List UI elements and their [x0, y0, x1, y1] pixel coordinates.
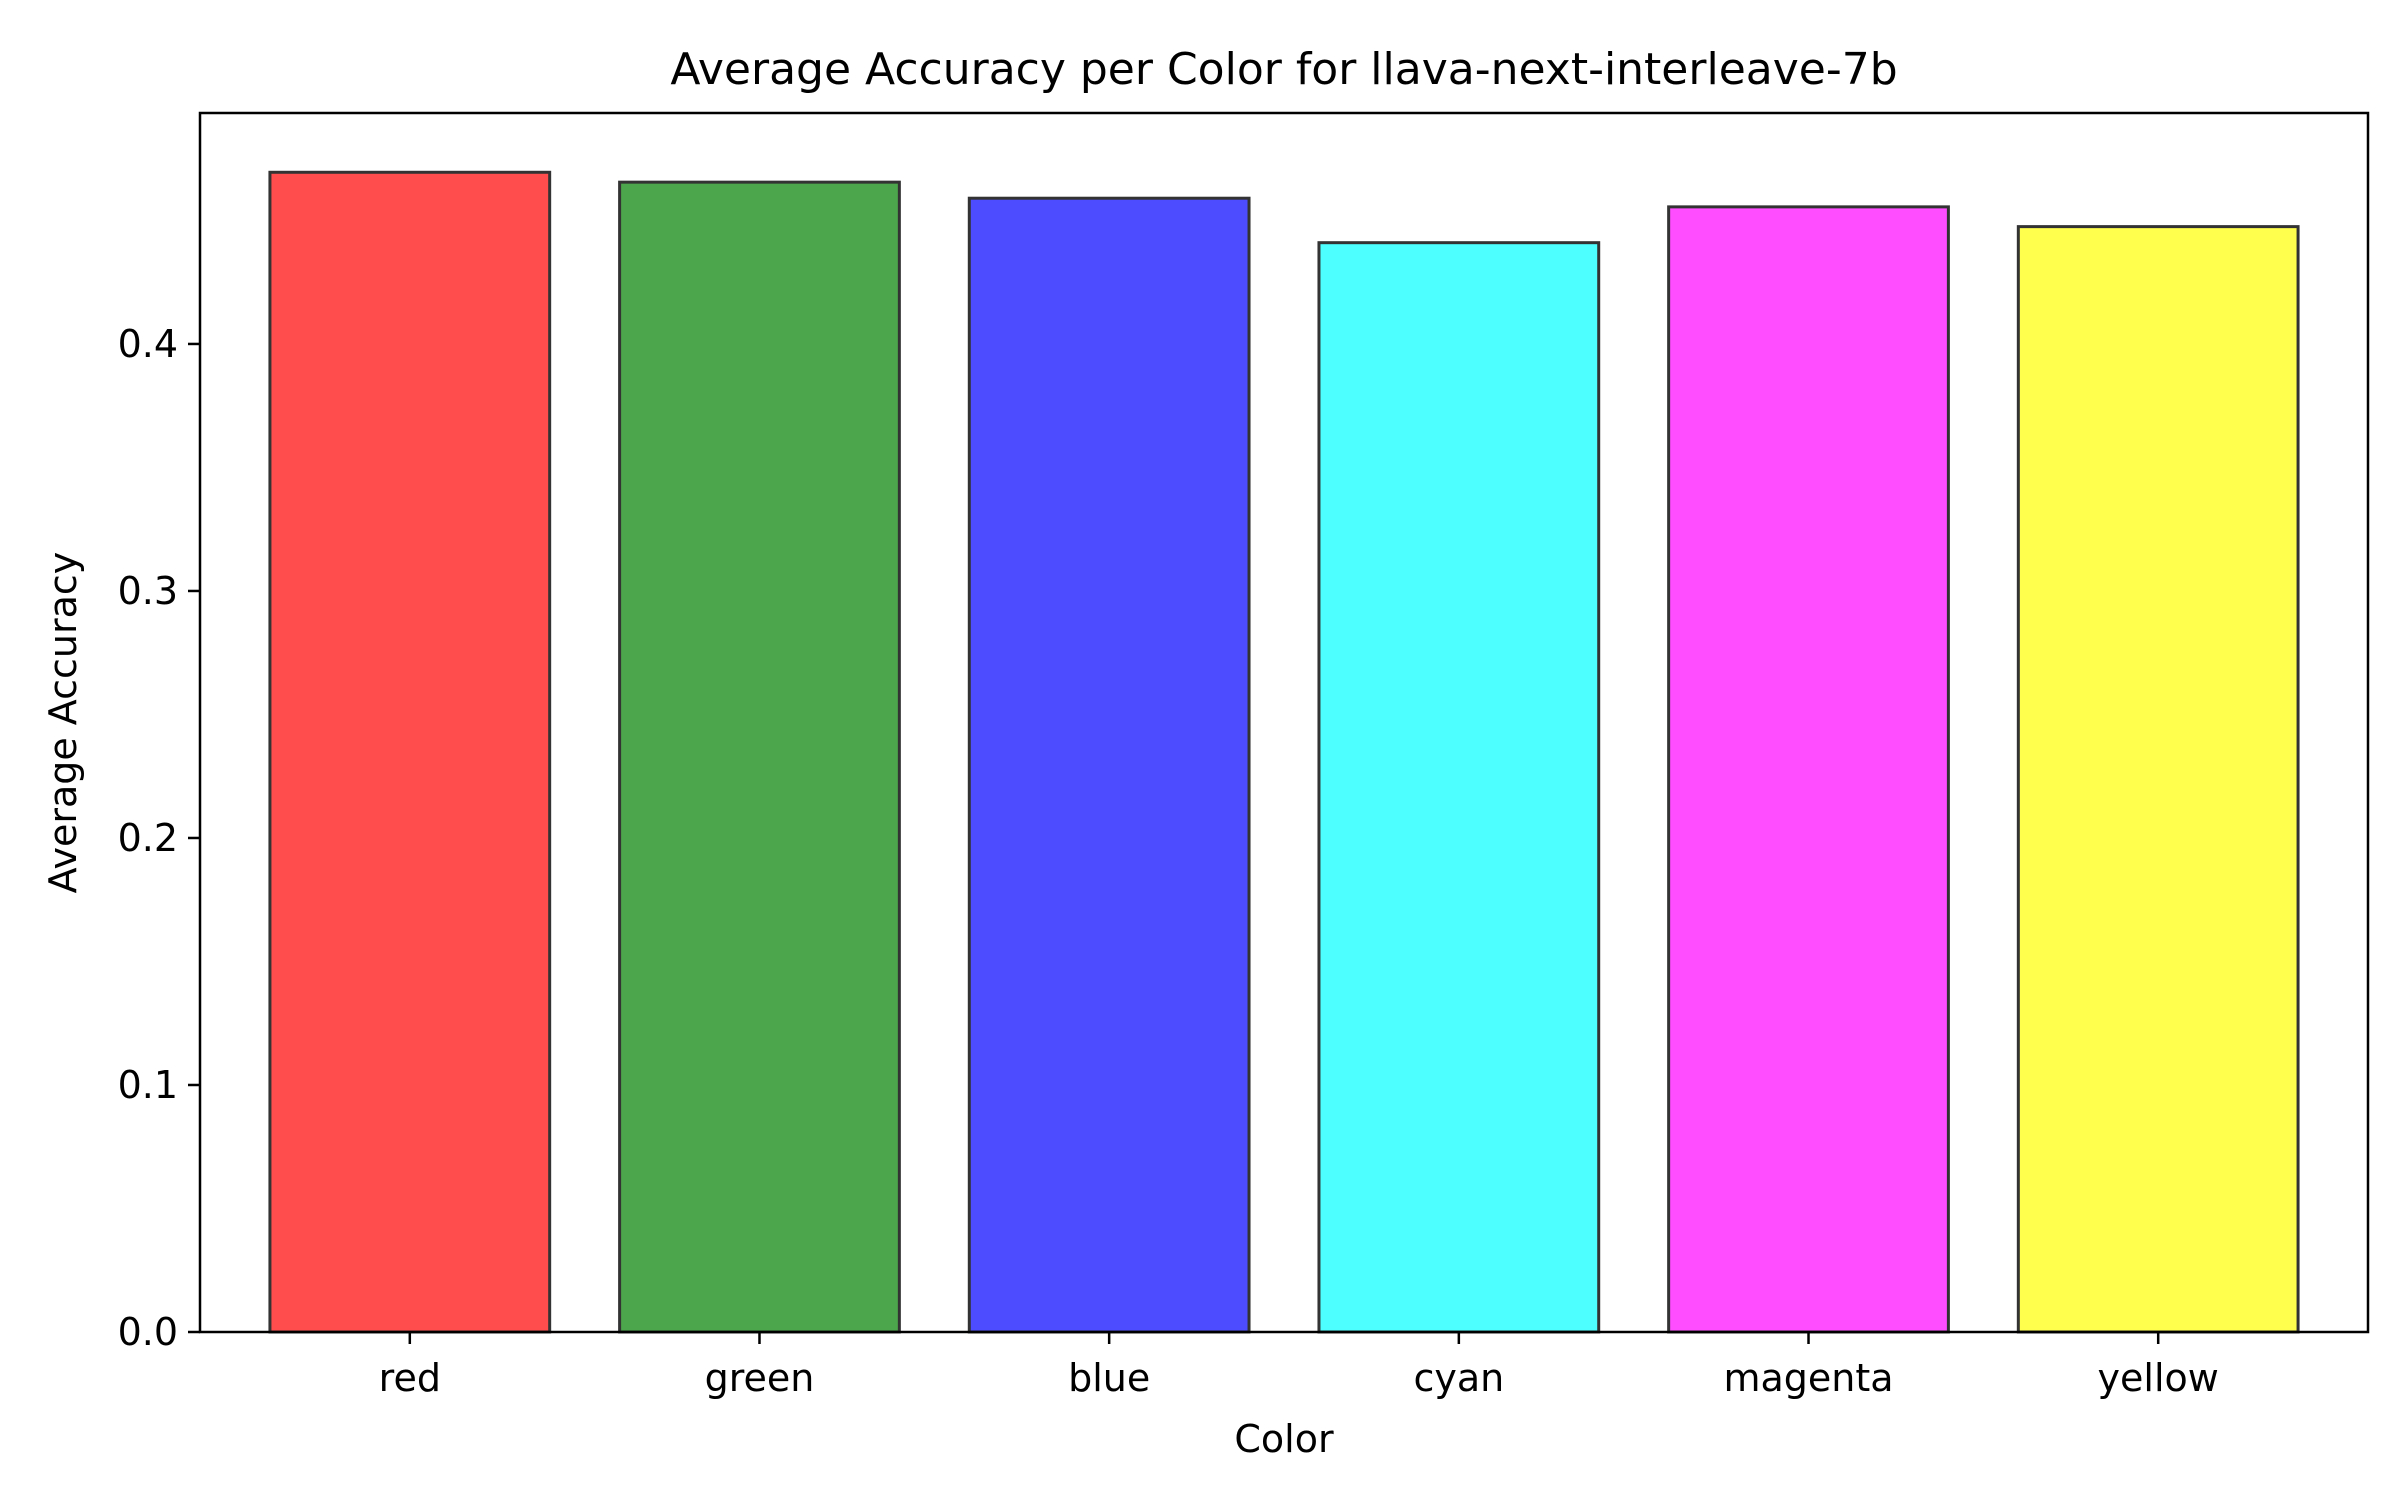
bar-cyan [1317, 241, 1601, 1334]
y-tick-label: 0.3 [118, 569, 178, 613]
x-tick-label: green [705, 1356, 815, 1400]
x-axis-ticks: red green blue cyan magenta yellow [379, 1332, 2219, 1400]
y-tick-label: 0.2 [118, 816, 178, 860]
bar-magenta [1667, 205, 1950, 1334]
y-tick-label: 0.4 [118, 322, 178, 366]
x-tick-label: cyan [1413, 1356, 1504, 1400]
bar-yellow [2016, 225, 2300, 1334]
y-tick-label: 0.1 [118, 1063, 178, 1107]
bar-blue [967, 196, 1251, 1334]
chart-title: Average Accuracy per Color for llava-nex… [670, 44, 1897, 95]
x-tick-label: red [379, 1356, 441, 1400]
x-tick-label: magenta [1723, 1356, 1893, 1400]
bar-red [268, 170, 552, 1334]
x-tick-label: yellow [2098, 1356, 2219, 1400]
bars-layer [268, 170, 2300, 1334]
plot-area-frame [198, 111, 2370, 1334]
x-tick-label: blue [1068, 1356, 1150, 1400]
y-tick-label: 0.0 [118, 1310, 178, 1354]
x-axis-label: Color [1234, 1417, 1334, 1461]
y-axis-label: Average Accuracy [41, 552, 85, 894]
bar-green [618, 180, 901, 1334]
y-axis-ticks: 0.0 0.1 0.2 0.3 0.4 [118, 322, 200, 1354]
